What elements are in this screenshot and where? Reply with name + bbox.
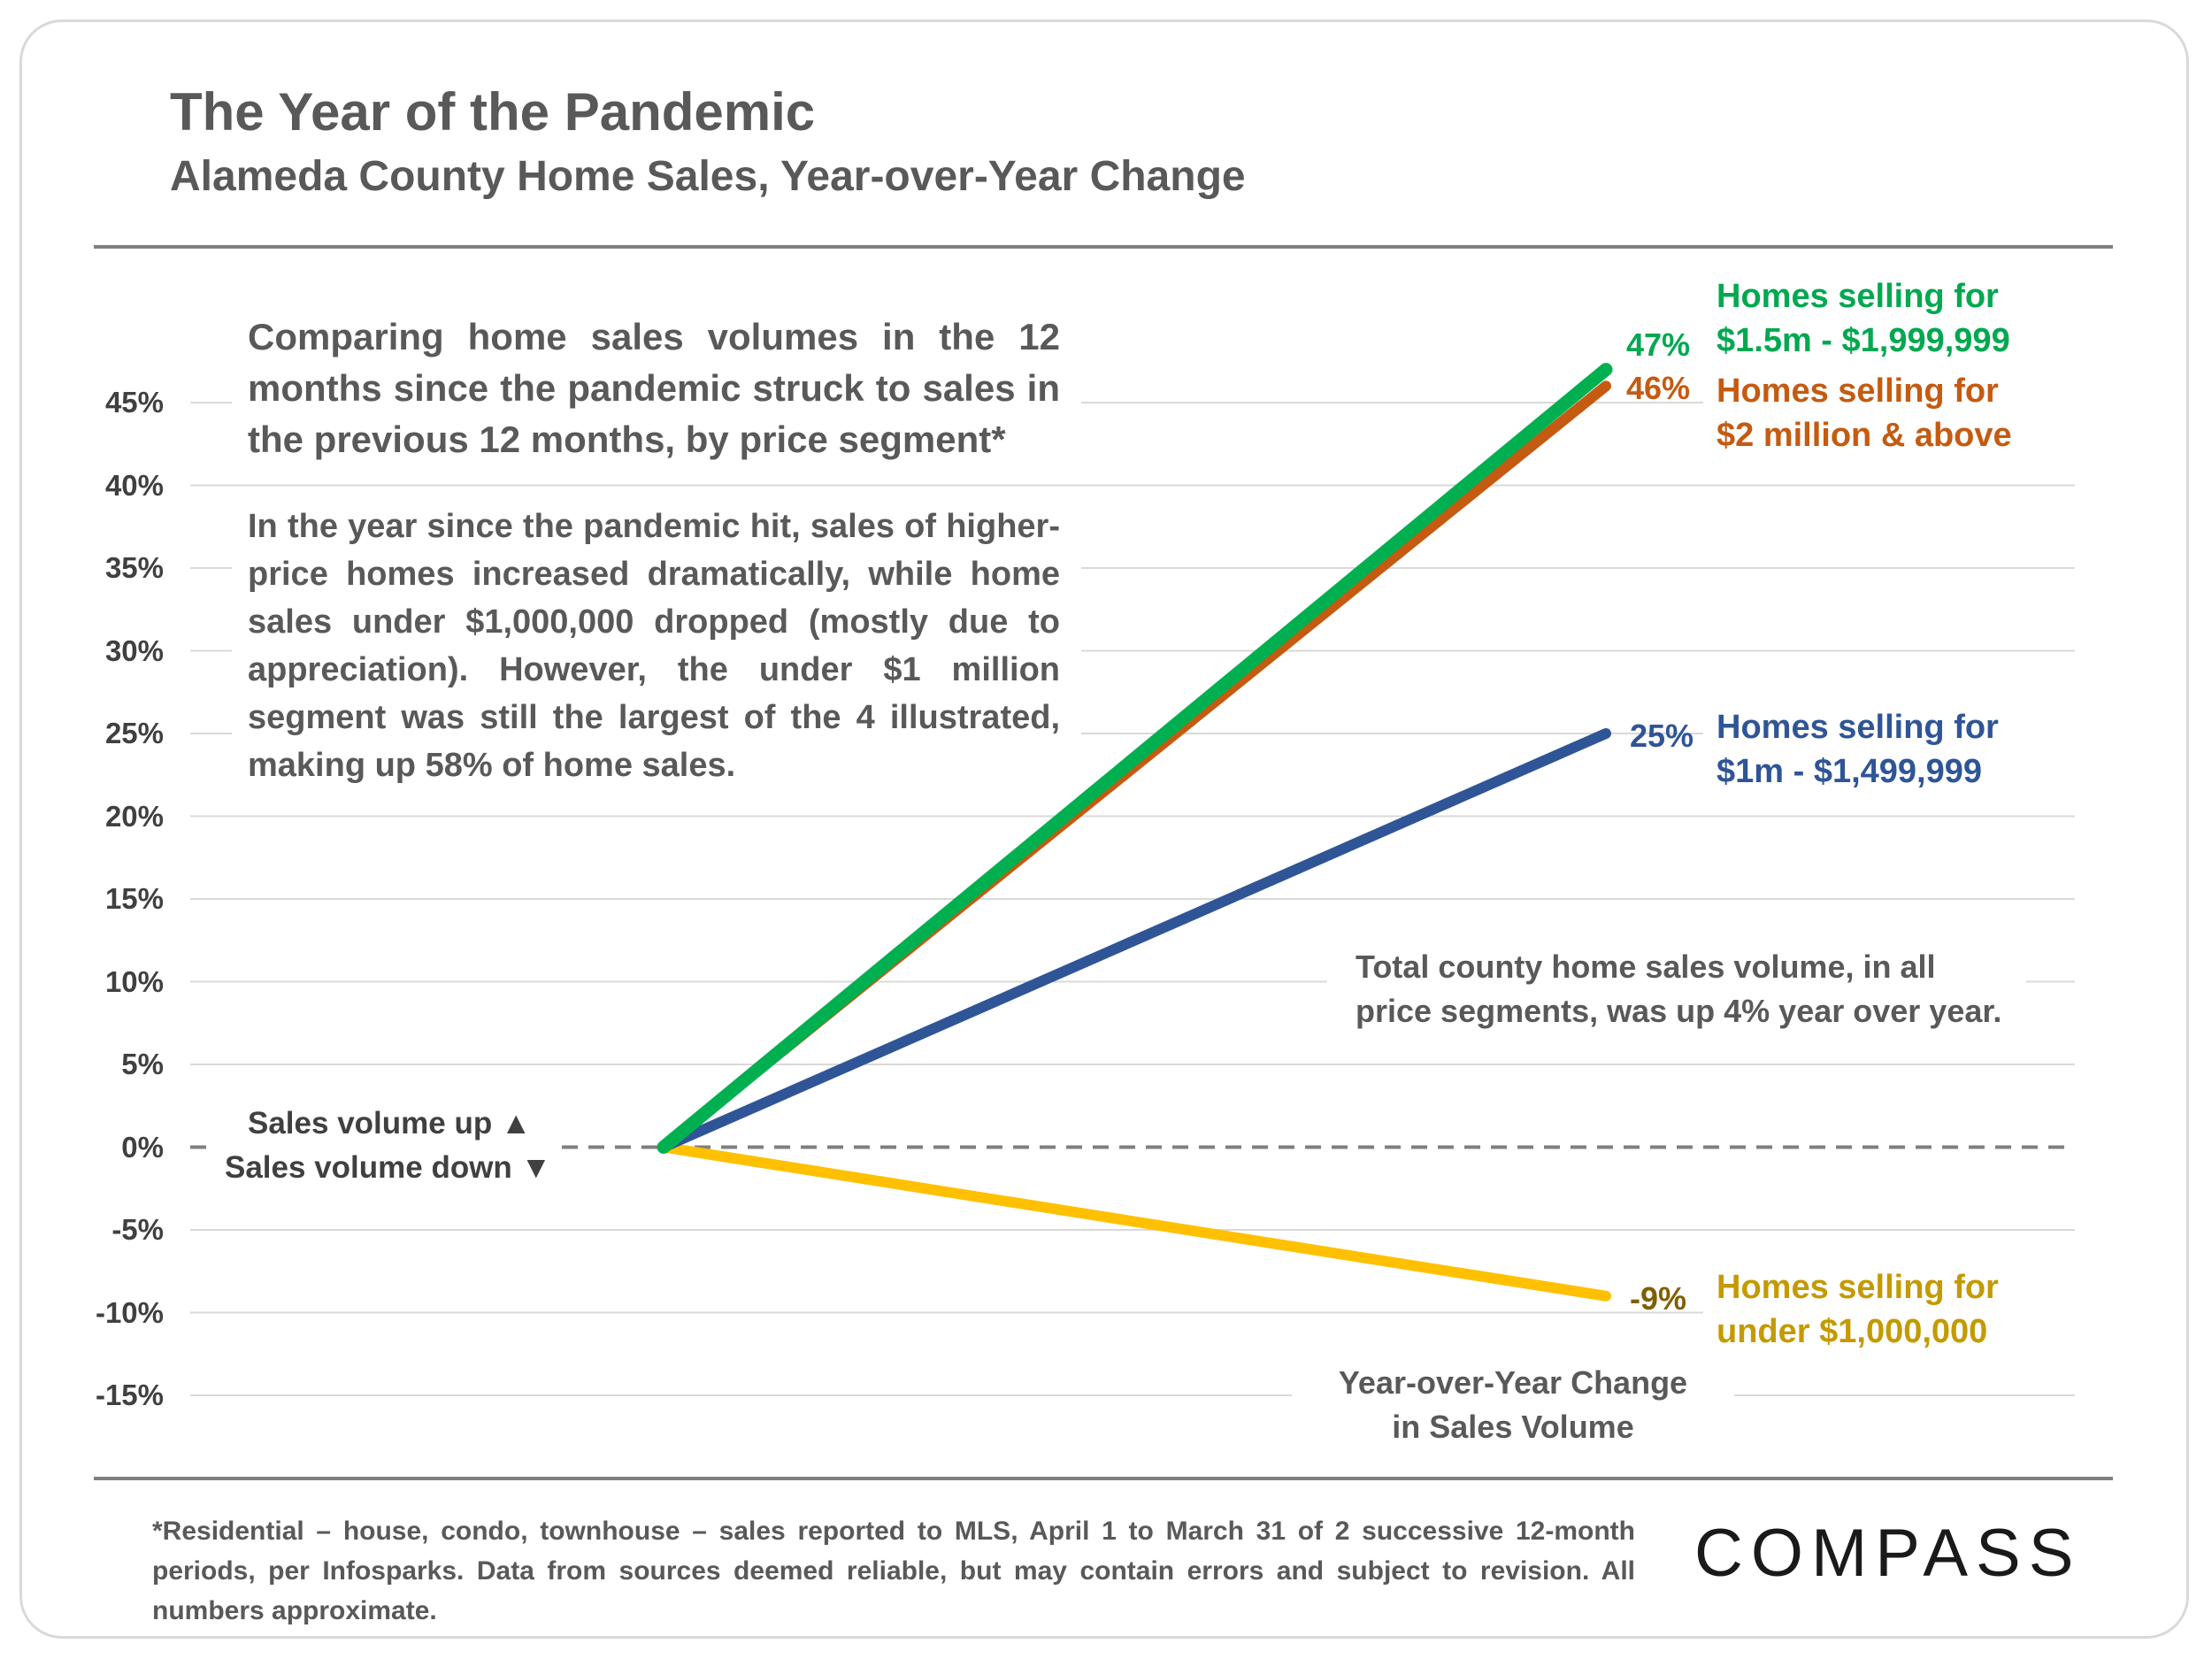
y-tick-label: 35% <box>104 551 164 584</box>
series-label-1-5m-line1: Homes selling for <box>1717 278 1999 315</box>
x-axis-caption: Year-over-Year Change in Sales Volume <box>1327 1361 1699 1449</box>
y-tick-label: -10% <box>95 1295 164 1329</box>
total-note: Total county home sales volume, in all p… <box>1356 945 2001 1033</box>
series-label-bg-1 <box>1703 274 2093 460</box>
y-tick-label: 25% <box>104 717 164 749</box>
series-label-1-5m: Homes selling for $1.5m - $1,999,999 <box>1717 274 2010 363</box>
series-label-bg-3 <box>1703 1265 2075 1358</box>
y-tick-label: 5% <box>121 1048 164 1080</box>
sales-down-label: Sales volume down ▼ <box>225 1150 552 1185</box>
x-axis-caption-line1: Year-over-Year Change <box>1338 1364 1688 1401</box>
detail-text: In the year since the pandemic hit, sale… <box>248 508 1060 784</box>
series-lines <box>657 363 1613 1302</box>
compass-logo: COMPASS <box>1694 1516 2082 1591</box>
top-divider <box>94 245 2113 249</box>
y-tick-label: 20% <box>104 799 164 833</box>
intro-text: Comparing home sales volumes in the 12 m… <box>248 316 1060 460</box>
y-tick-label: 40% <box>104 468 164 502</box>
series-line-2 <box>658 728 1611 1153</box>
chart-subtitle: Alameda County Home Sales, Year-over-Yea… <box>170 153 1246 200</box>
series-label-1m: Homes selling for $1m - $1,499,999 <box>1717 705 1999 794</box>
text-bg-2 <box>232 491 1081 792</box>
series-label-1m-line2: $1m - $1,499,999 <box>1717 753 1983 790</box>
series-line-1 <box>657 363 1613 1154</box>
value-label-46: 46% <box>1626 370 1691 406</box>
series-label-1m-line1: Homes selling for <box>1717 709 1999 746</box>
x-axis-caption-line2: in Sales Volume <box>1392 1409 1634 1445</box>
series-line-3 <box>658 1141 1611 1302</box>
series-label-1-5m-line2: $1.5m - $1,999,999 <box>1717 322 2010 359</box>
series-label-2m: Homes selling for $2 million & above <box>1717 369 2012 457</box>
value-label-25: 25% <box>1630 718 1694 754</box>
footnote: *Residential – house, condo, townhouse –… <box>152 1517 1635 1625</box>
total-note-bg <box>1327 942 2026 1044</box>
total-note-line2: price segments, was up 4% year over year… <box>1356 993 2002 1029</box>
series-label-2m-line1: Homes selling for <box>1717 373 1999 410</box>
chart-title: The Year of the Pandemic <box>170 82 816 142</box>
y-tick-label: 45% <box>104 386 164 419</box>
series-label-under-1m-line2: under $1,000,000 <box>1717 1313 1988 1350</box>
sales-up-label: Sales volume up ▲ <box>248 1106 532 1141</box>
series-label-2m-line2: $2 million & above <box>1717 417 2012 454</box>
bottom-divider <box>94 1477 2113 1480</box>
value-label-neg9: -9% <box>1630 1280 1687 1317</box>
value-label-47: 47% <box>1626 326 1691 363</box>
total-note-line1: Total county home sales volume, in all <box>1356 949 1936 985</box>
axis-caption-bg <box>1292 1354 1734 1453</box>
y-tick-label: -5% <box>111 1213 164 1246</box>
updown-bg <box>217 1102 557 1190</box>
series-label-bg-2 <box>1703 703 2075 796</box>
y-tick-label: 30% <box>104 634 164 667</box>
y-tick-label: 15% <box>104 882 164 915</box>
y-tick-label: -15% <box>95 1379 164 1411</box>
series-label-under-1m: Homes selling for under $1,000,000 <box>1717 1265 1999 1354</box>
y-tick-label: 0% <box>121 1130 164 1164</box>
text-bg-1 <box>232 301 1081 478</box>
series-label-under-1m-line1: Homes selling for <box>1717 1269 1999 1306</box>
y-tick-label: 10% <box>104 964 164 998</box>
